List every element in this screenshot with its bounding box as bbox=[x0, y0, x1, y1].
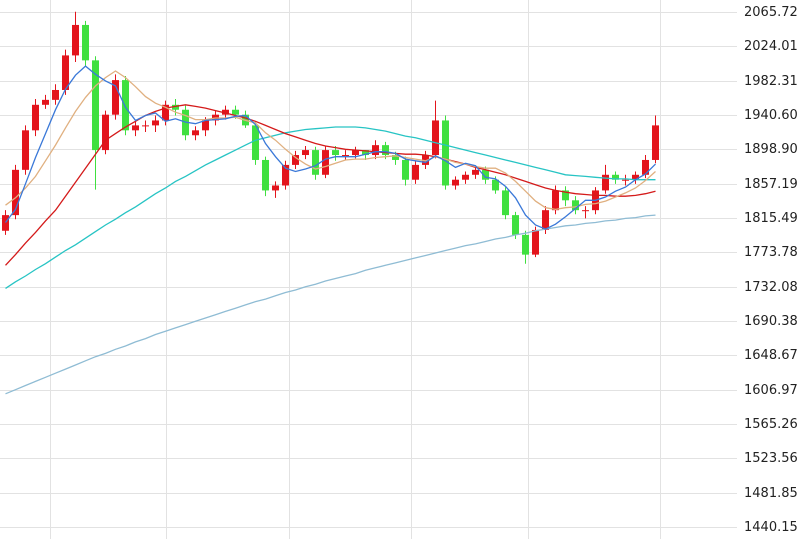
candle-body bbox=[482, 169, 489, 180]
moving-average-line bbox=[5, 126, 656, 289]
candle-body bbox=[322, 150, 329, 175]
candle-body bbox=[82, 24, 89, 61]
candle-body bbox=[452, 179, 459, 186]
y-tick-label: 1732.08 bbox=[744, 280, 798, 295]
candle-body bbox=[492, 179, 499, 191]
candle-body bbox=[412, 164, 419, 180]
candle-body bbox=[612, 174, 619, 180]
candle-body bbox=[262, 159, 269, 191]
y-tick-label: 1481.85 bbox=[744, 486, 798, 501]
candle-body bbox=[462, 174, 469, 180]
y-tick-label: 1857.19 bbox=[744, 177, 798, 192]
candle-body bbox=[192, 130, 199, 136]
y-tick-label: 1773.78 bbox=[744, 245, 798, 260]
candle-body bbox=[372, 145, 379, 156]
y-tick-label: 1982.31 bbox=[744, 74, 798, 89]
candle-body bbox=[292, 155, 299, 165]
candle-body bbox=[432, 120, 439, 156]
candle-body bbox=[302, 150, 309, 156]
candle-body bbox=[12, 169, 19, 216]
y-tick-label: 2024.01 bbox=[744, 39, 798, 54]
candle-body bbox=[272, 185, 279, 191]
candle-body bbox=[152, 120, 159, 126]
moving-average-line bbox=[4, 65, 656, 230]
candle-body bbox=[582, 210, 589, 212]
candle-body bbox=[2, 215, 9, 231]
candle-body bbox=[472, 169, 479, 175]
candle-body bbox=[512, 215, 519, 235]
candle-body bbox=[92, 60, 99, 151]
y-tick-label: 1523.56 bbox=[744, 451, 798, 466]
candle-body bbox=[282, 164, 289, 186]
candle-body bbox=[122, 80, 129, 131]
candle-body bbox=[572, 200, 579, 211]
candle-body bbox=[52, 89, 59, 100]
candle-body bbox=[422, 155, 429, 165]
candle-body bbox=[172, 104, 179, 110]
candle-body bbox=[32, 104, 39, 131]
candle-body bbox=[332, 150, 339, 156]
y-tick-label: 1648.67 bbox=[744, 348, 798, 363]
candle-body bbox=[342, 155, 349, 157]
y-tick-label: 1898.90 bbox=[744, 142, 798, 157]
y-tick-label: 1606.97 bbox=[744, 383, 798, 398]
candle-body bbox=[362, 150, 369, 156]
candle-body bbox=[222, 109, 229, 115]
candle-body bbox=[312, 150, 319, 175]
candle-body bbox=[162, 104, 169, 121]
candle-body bbox=[142, 125, 149, 127]
moving-average-line bbox=[5, 104, 656, 266]
candle-body bbox=[562, 190, 569, 201]
moving-average-line bbox=[5, 70, 656, 211]
y-tick-label: 1940.60 bbox=[744, 108, 798, 123]
y-tick-label: 1815.49 bbox=[744, 211, 798, 226]
candle-body bbox=[232, 109, 239, 115]
candle-body bbox=[552, 190, 559, 211]
candle-body bbox=[42, 99, 49, 105]
candle-body bbox=[112, 80, 119, 115]
candle-body bbox=[102, 114, 109, 151]
y-tick-label: 1690.38 bbox=[744, 314, 798, 329]
candle-body bbox=[392, 155, 399, 160]
candle-body bbox=[72, 24, 79, 56]
candle-body bbox=[652, 125, 659, 160]
candle-body bbox=[402, 159, 409, 180]
candles bbox=[2, 11, 659, 264]
vertical-grid bbox=[50, 0, 661, 539]
y-tick-label: 2065.72 bbox=[744, 5, 798, 20]
candle-body bbox=[632, 174, 639, 180]
candle-body bbox=[352, 150, 359, 156]
candle-body bbox=[522, 234, 529, 255]
candle-body bbox=[642, 159, 649, 175]
y-tick-label: 1440.15 bbox=[744, 520, 798, 535]
candle-body bbox=[382, 145, 389, 156]
candle-body bbox=[542, 210, 549, 230]
candle-body bbox=[62, 55, 69, 90]
candle-body bbox=[502, 190, 509, 216]
candle-body bbox=[252, 125, 259, 160]
candle-body bbox=[442, 120, 449, 186]
candle-body bbox=[132, 125, 139, 131]
candle-body bbox=[622, 179, 629, 181]
y-tick-label: 1565.26 bbox=[744, 417, 798, 432]
candle-body bbox=[22, 130, 29, 170]
candle-body bbox=[602, 174, 609, 191]
candle-body bbox=[202, 120, 209, 131]
candle-body bbox=[532, 229, 539, 255]
